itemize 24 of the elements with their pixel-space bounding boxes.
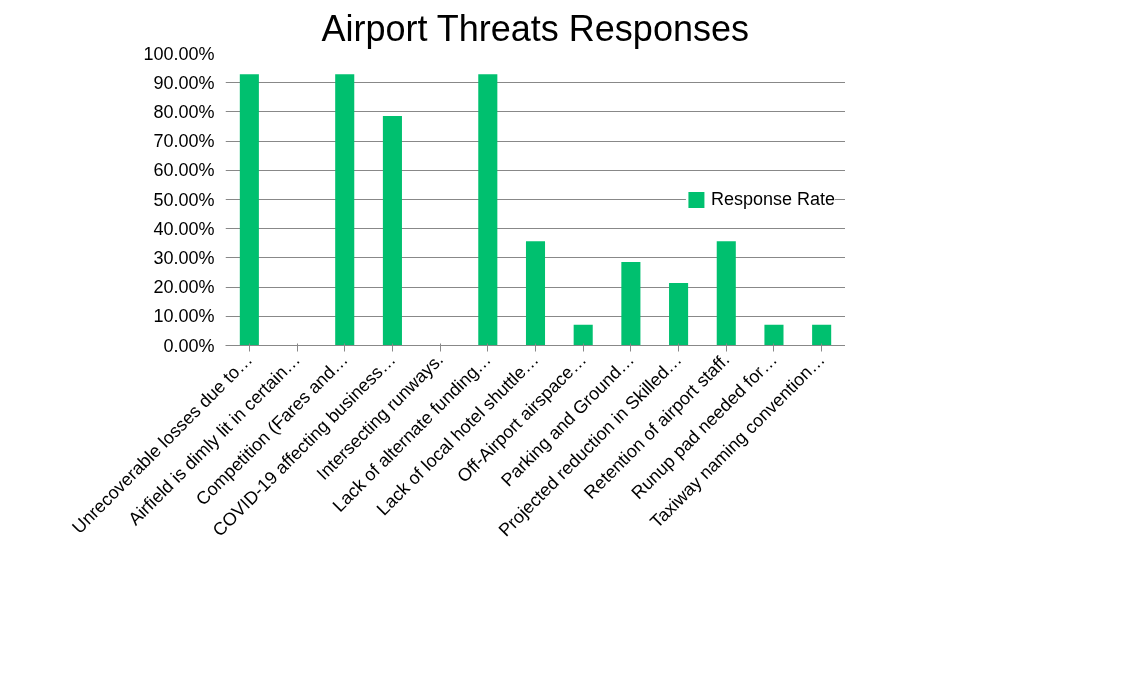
bar (621, 261, 641, 346)
y-tick-label: 30.00% (153, 247, 215, 268)
y-tick-label: 20.00% (153, 277, 215, 298)
legend-label: Response Rate (710, 188, 835, 210)
bar (573, 324, 593, 346)
bar (812, 324, 832, 346)
bar (239, 74, 259, 346)
chart-title: Airport Threats Responses (321, 7, 749, 49)
y-tick-label: 100.00% (143, 43, 215, 64)
bar (382, 115, 402, 346)
bar (764, 324, 784, 346)
y-tick-label: 10.00% (153, 306, 215, 327)
y-tick-label: 0.00% (163, 335, 215, 356)
bar (335, 74, 355, 346)
y-tick-label: 50.00% (153, 189, 215, 210)
bar (525, 241, 546, 346)
bar (478, 74, 498, 346)
y-tick-label: 60.00% (153, 160, 215, 181)
bar (716, 241, 736, 346)
y-tick-label: 80.00% (153, 101, 215, 122)
y-tick-label: 70.00% (153, 131, 215, 152)
bar (669, 283, 689, 346)
y-tick-label: 40.00% (153, 218, 215, 239)
y-tick-label: 90.00% (153, 72, 215, 93)
